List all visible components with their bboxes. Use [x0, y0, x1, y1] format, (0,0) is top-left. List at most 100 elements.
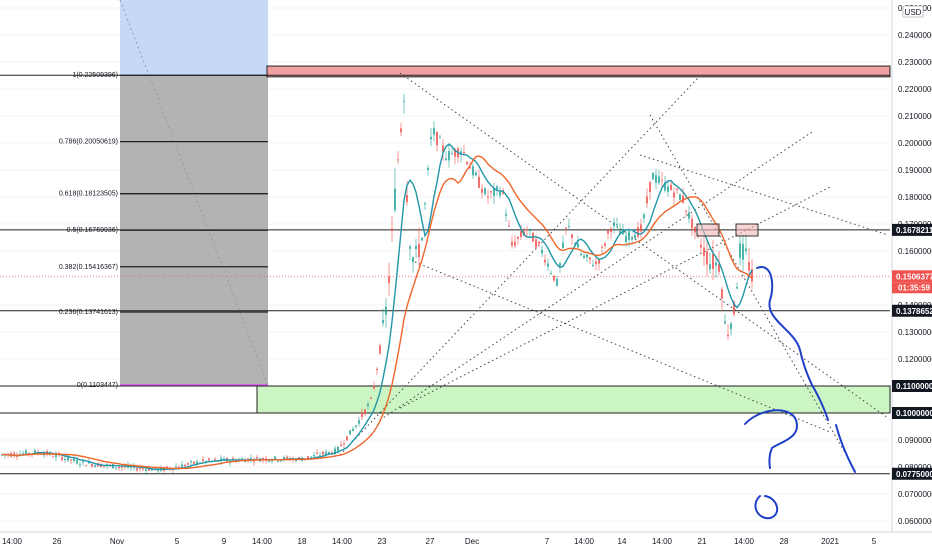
fib-level-label: 0.618(0.18123505): [59, 191, 118, 198]
candle-body: [403, 100, 405, 102]
fib-level-label: 0.786(0.20050619): [59, 139, 118, 146]
candle-body: [274, 456, 276, 459]
candle-body: [112, 464, 114, 469]
candle-body: [481, 189, 483, 193]
time-axis-tick-label: 27: [426, 537, 435, 546]
candle-body: [718, 264, 720, 272]
candle-body: [730, 323, 732, 330]
candle-body: [379, 345, 381, 354]
candle-body: [193, 461, 195, 464]
candle-body: [268, 460, 270, 462]
candle-body: [190, 461, 192, 463]
candle-body: [649, 181, 651, 193]
price-axis-tick-label: 0.21000000: [898, 112, 932, 121]
candle-body: [589, 257, 591, 260]
price-axis-tick-label: 0.22000000: [898, 85, 932, 94]
candle-body: [184, 464, 186, 467]
candle-body: [118, 467, 120, 469]
candle-body: [433, 127, 435, 135]
time-axis-tick-label: Dec: [465, 537, 479, 546]
candle-body: [202, 459, 204, 461]
candle-body: [343, 443, 345, 445]
price-tag: [892, 407, 932, 419]
candle-body: [700, 244, 702, 248]
time-axis-tick-label: 18: [298, 537, 307, 546]
candle-body: [259, 459, 261, 462]
candle-body: [568, 225, 570, 227]
candle-body: [136, 468, 138, 471]
candle-body: [52, 456, 54, 458]
candle-body: [13, 453, 15, 456]
candle-body: [364, 409, 366, 415]
candle-body: [448, 150, 450, 161]
candle-body: [460, 151, 462, 155]
candle-body: [253, 460, 255, 462]
time-axis-tick-label: 9: [222, 537, 227, 546]
candle-body: [394, 188, 396, 211]
candle-body: [580, 253, 582, 256]
candle-body: [592, 264, 594, 267]
candle-body: [322, 451, 324, 455]
price-axis-tick-label: 0.09000000: [898, 436, 932, 445]
candle-body: [436, 131, 438, 146]
candle-body: [451, 153, 453, 155]
hand-drawn-annotation: [754, 495, 779, 520]
candle-body: [628, 231, 630, 240]
candle-body: [484, 188, 486, 195]
candle-body: [301, 459, 303, 462]
candle-body: [577, 243, 579, 248]
price-axis-tick-label: 0.13000000: [898, 328, 932, 337]
support-zone: [256, 385, 891, 414]
candle-body: [358, 420, 360, 424]
candle-body: [91, 463, 93, 467]
candle-body: [634, 234, 636, 239]
candle-body: [373, 385, 375, 389]
price-tag-text: 0.13786523: [896, 307, 932, 316]
candle-body: [355, 425, 357, 427]
candle-body: [349, 430, 351, 435]
price-tag: [892, 380, 932, 392]
candle-body: [61, 457, 63, 461]
candle-body: [721, 289, 723, 299]
trend-line: [379, 131, 813, 421]
candle-body: [307, 456, 309, 459]
candle-body: [613, 222, 615, 227]
candle-body: [703, 247, 705, 257]
candle-body: [196, 461, 198, 465]
time-axis-tick-label: 7: [545, 537, 550, 546]
candle-body: [496, 186, 498, 190]
candle-body: [691, 218, 693, 229]
price-tag: [892, 223, 932, 236]
time-axis-tick-label: 23: [378, 537, 387, 546]
fib-zone-top: [120, 0, 268, 76]
candle-body: [319, 455, 321, 457]
candle-body: [517, 236, 519, 239]
candle-body: [469, 166, 471, 169]
candle-body: [412, 257, 414, 263]
candle-body: [139, 467, 141, 469]
candle-body: [28, 452, 30, 455]
candle-body: [616, 224, 618, 226]
candle-body: [178, 466, 180, 468]
candle-body: [115, 467, 117, 469]
candle-body: [619, 231, 621, 235]
time-axis-panel: [0, 532, 932, 550]
candle-body: [382, 319, 384, 324]
candle-body: [598, 259, 600, 264]
hand-drawn-annotation: [744, 409, 799, 469]
candle-body: [424, 203, 426, 205]
currency-badge[interactable]: [902, 5, 924, 18]
price-axis-tick-label: 0.07000000: [898, 490, 932, 499]
candle-body: [442, 145, 444, 153]
time-axis-tick-label: 14:00: [652, 537, 673, 546]
time-axis-tick-label: 5: [175, 537, 180, 546]
time-axis-tick-label: 14:00: [252, 537, 273, 546]
candle-body: [271, 460, 273, 462]
time-axis-tick-label: 28: [780, 537, 789, 546]
candle-body: [559, 263, 561, 266]
candle-body: [511, 241, 513, 246]
candle-body: [79, 464, 81, 466]
